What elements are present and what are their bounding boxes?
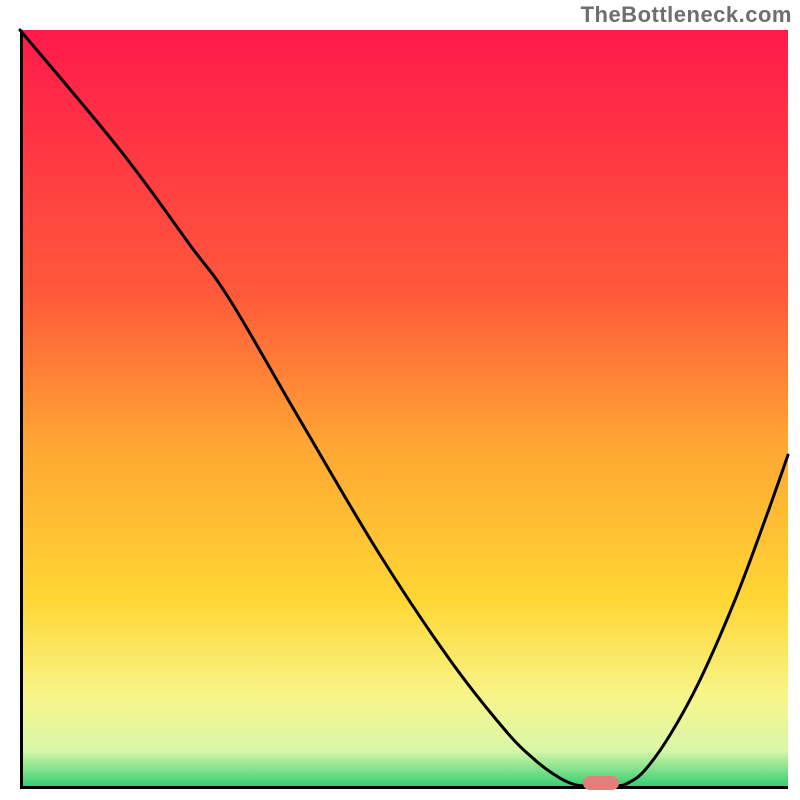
optimal-marker (583, 776, 619, 790)
curve-path (20, 30, 788, 786)
bottleneck-curve (0, 0, 800, 800)
chart-stage: TheBottleneck.com (0, 0, 800, 800)
